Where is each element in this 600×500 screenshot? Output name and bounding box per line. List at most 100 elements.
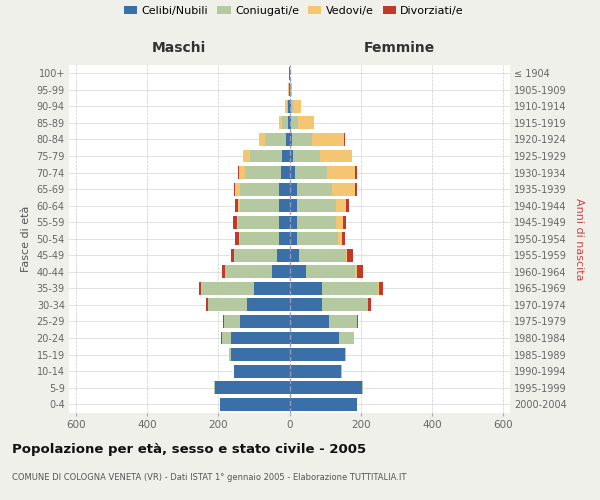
Bar xyxy=(220,398,290,410)
Bar xyxy=(339,332,353,344)
Bar xyxy=(290,315,329,328)
Y-axis label: Anni di nascita: Anni di nascita xyxy=(574,198,584,280)
Bar xyxy=(290,216,296,228)
Bar xyxy=(200,282,254,295)
Bar xyxy=(235,232,239,245)
Bar xyxy=(295,166,327,179)
Bar xyxy=(233,249,235,262)
Bar xyxy=(265,133,286,146)
Bar xyxy=(296,199,336,212)
Bar xyxy=(299,249,346,262)
Bar xyxy=(224,315,240,328)
Bar xyxy=(338,232,342,245)
Bar xyxy=(279,116,283,130)
Bar xyxy=(290,249,299,262)
Bar xyxy=(290,232,298,245)
Bar xyxy=(355,166,357,179)
Bar xyxy=(235,199,238,212)
Bar xyxy=(250,150,283,162)
Bar xyxy=(336,216,343,228)
Bar xyxy=(245,166,281,179)
Bar xyxy=(322,298,368,312)
Bar xyxy=(290,348,344,361)
Bar xyxy=(283,150,290,162)
Bar xyxy=(336,199,346,212)
Bar xyxy=(288,116,290,130)
Bar xyxy=(290,100,293,113)
Bar xyxy=(290,199,296,212)
Bar xyxy=(235,364,290,378)
Bar xyxy=(355,182,357,196)
Bar xyxy=(290,332,339,344)
Bar xyxy=(290,166,295,179)
Bar xyxy=(222,332,231,344)
Bar xyxy=(240,315,290,328)
Bar xyxy=(236,216,238,228)
Bar xyxy=(362,381,363,394)
Bar xyxy=(199,282,200,295)
Bar xyxy=(305,266,355,278)
Bar xyxy=(231,348,290,361)
Bar xyxy=(290,398,357,410)
Bar xyxy=(353,332,354,344)
Bar xyxy=(355,266,357,278)
Bar xyxy=(242,150,243,162)
Bar xyxy=(235,182,240,196)
Bar xyxy=(290,116,291,130)
Bar xyxy=(287,100,289,113)
Bar xyxy=(290,282,322,295)
Bar xyxy=(229,348,231,361)
Bar xyxy=(279,232,290,245)
Bar xyxy=(344,348,346,361)
Bar xyxy=(259,133,265,146)
Bar xyxy=(342,232,346,245)
Bar xyxy=(347,249,353,262)
Bar xyxy=(281,166,290,179)
Bar xyxy=(357,315,358,328)
Bar xyxy=(296,216,336,228)
Bar xyxy=(277,249,290,262)
Bar xyxy=(240,232,279,245)
Bar xyxy=(379,282,383,295)
Bar xyxy=(208,298,247,312)
Bar xyxy=(233,364,235,378)
Bar xyxy=(215,381,290,394)
Bar xyxy=(320,150,352,162)
Bar xyxy=(290,298,322,312)
Bar xyxy=(247,298,290,312)
Bar xyxy=(231,249,233,262)
Bar xyxy=(239,166,245,179)
Bar xyxy=(272,266,290,278)
Bar xyxy=(285,100,287,113)
Bar xyxy=(357,266,363,278)
Bar xyxy=(291,116,298,130)
Bar xyxy=(283,116,288,130)
Bar xyxy=(243,150,250,162)
Bar xyxy=(290,182,296,196)
Bar xyxy=(368,298,371,312)
Bar xyxy=(279,182,290,196)
Bar xyxy=(238,166,239,179)
Bar xyxy=(322,282,379,295)
Bar xyxy=(279,199,290,212)
Bar xyxy=(222,266,225,278)
Bar xyxy=(346,199,349,212)
Bar xyxy=(231,332,290,344)
Legend: Celibi/Nubili, Coniugati/e, Vedovi/e, Divorziati/e: Celibi/Nubili, Coniugati/e, Vedovi/e, Di… xyxy=(124,6,464,16)
Bar xyxy=(290,150,293,162)
Bar xyxy=(346,249,347,262)
Text: COMUNE DI COLOGNA VENETA (VR) - Dati ISTAT 1° gennaio 2005 - Elaborazione TUTTIT: COMUNE DI COLOGNA VENETA (VR) - Dati IST… xyxy=(12,472,406,482)
Bar xyxy=(235,249,277,262)
Bar xyxy=(290,266,305,278)
Bar xyxy=(289,100,290,113)
Text: Maschi: Maschi xyxy=(152,41,206,55)
Bar xyxy=(332,182,355,196)
Bar xyxy=(290,364,341,378)
Bar xyxy=(290,133,292,146)
Bar xyxy=(206,298,208,312)
Bar xyxy=(290,84,292,96)
Text: Femmine: Femmine xyxy=(364,41,436,55)
Bar xyxy=(298,232,338,245)
Bar xyxy=(226,266,272,278)
Y-axis label: Fasce di età: Fasce di età xyxy=(21,206,31,272)
